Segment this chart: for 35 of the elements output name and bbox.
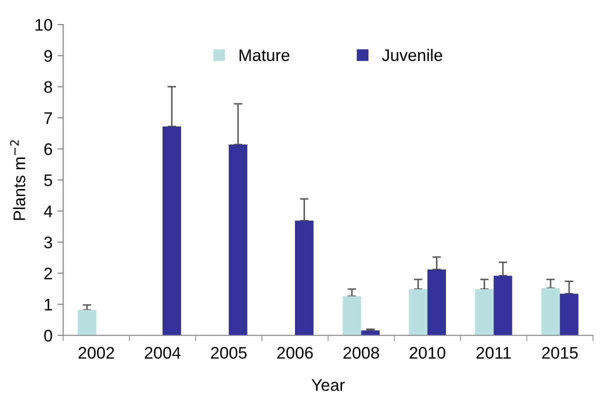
y-tick-label: 5 — [44, 174, 52, 186]
bar — [342, 296, 362, 336]
y-tick-label: 6 — [44, 143, 52, 156]
y-tick-label: 0 — [44, 330, 52, 342]
legend-label: Juvenile — [382, 48, 442, 62]
x-axis-title: Year — [312, 379, 345, 391]
x-tick-label: 2004 — [144, 346, 181, 359]
x-tick-label: 2005 — [211, 346, 247, 359]
bar — [475, 289, 494, 336]
y-tick-label: 2 — [44, 268, 52, 280]
y-tick-label: 3 — [44, 236, 52, 248]
x-tick-label: 2011 — [476, 346, 511, 359]
bar — [228, 144, 248, 336]
bar — [361, 330, 380, 336]
x-tick-label: 2015 — [542, 346, 578, 359]
y-tick-label: 4 — [44, 206, 52, 218]
x-tick-label: 2002 — [78, 346, 114, 359]
bar — [560, 294, 578, 336]
y-axis-title: Plants m$^{−2}$ — [10, 140, 26, 220]
bar — [162, 126, 182, 336]
x-tick-label: 2008 — [344, 346, 380, 359]
bar — [408, 289, 428, 336]
y-tick-label: 7 — [44, 112, 52, 124]
x-tick-label: 2006 — [277, 346, 313, 359]
legend-label: Mature — [240, 49, 290, 62]
y-tick-label: 9 — [44, 50, 52, 62]
y-tick-label: 1 — [44, 298, 52, 310]
x-tick-label: 2010 — [410, 346, 446, 359]
y-tick-label: 8 — [44, 81, 52, 93]
bar — [494, 276, 512, 336]
bar — [294, 220, 314, 336]
bar — [78, 310, 96, 336]
bar — [427, 269, 446, 336]
y-tick-label: 10 — [36, 18, 52, 31]
bar — [541, 288, 560, 336]
